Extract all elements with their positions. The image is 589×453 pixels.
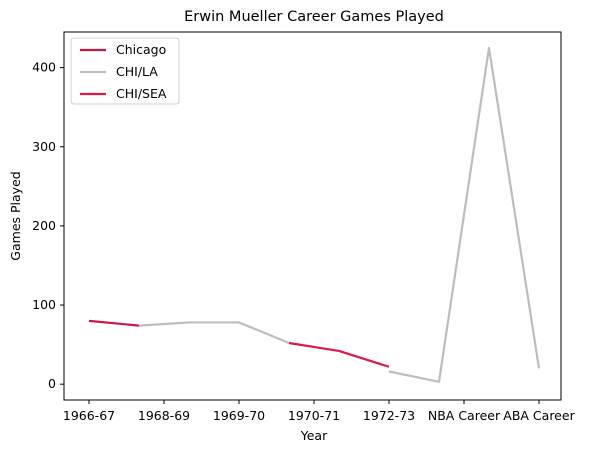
y-tick-label: 200: [32, 218, 56, 233]
y-tick-label: 300: [32, 139, 56, 154]
x-axis: 1966-67 1968-69 1969-70 1970-71 1972-73 NBA C…: [63, 400, 576, 423]
legend: Chicago CHI/LA CHI/SEA: [71, 38, 179, 104]
x-tick-label: 1970-71: [288, 408, 340, 423]
x-tick-label: 1969-70: [213, 408, 265, 423]
x-axis-label: Year: [300, 428, 328, 443]
chart-title: Erwin Mueller Career Games Played: [184, 9, 444, 25]
y-axis-label: Games Played: [8, 171, 23, 260]
x-tick-label: 1966-67: [63, 408, 115, 423]
x-tick-label: NBA Career: [428, 408, 501, 423]
x-tick-label: ABA Career: [503, 408, 575, 423]
y-tick-label: 400: [32, 60, 56, 75]
x-tick-label: 1972-73: [363, 408, 415, 423]
legend-label: Chicago: [116, 42, 166, 57]
legend-label: CHI/SEA: [116, 86, 167, 101]
legend-label: CHI/LA: [116, 64, 158, 79]
y-axis: 0 100 200 300 400: [32, 60, 64, 392]
x-tick-label: 1968-69: [138, 408, 190, 423]
y-tick-label: 0: [48, 376, 56, 391]
y-tick-label: 100: [32, 297, 56, 312]
